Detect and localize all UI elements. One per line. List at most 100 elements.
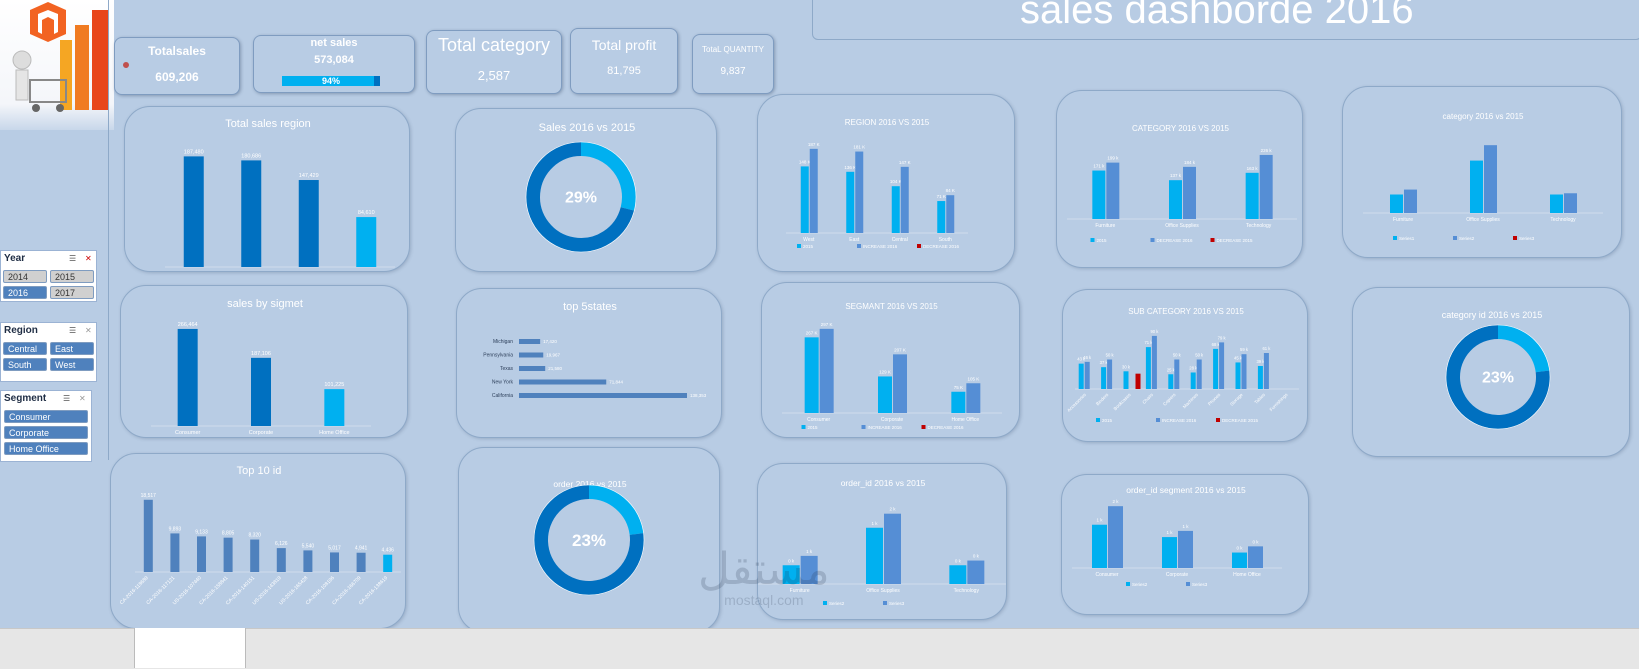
multi-select-icon[interactable]: ☰ xyxy=(69,326,77,335)
slicer-region-item[interactable]: West xyxy=(50,358,94,371)
bar xyxy=(1084,361,1090,389)
tick-label: West xyxy=(803,237,815,243)
bar xyxy=(1183,166,1196,219)
clear-filter-icon[interactable]: ✕ xyxy=(85,326,92,335)
chart-total-sales-region: Total sales region 187,480 180,686 147,429 8… xyxy=(124,106,410,272)
chart-title: SEGMANT 2016 VS 2015 xyxy=(845,302,938,311)
data-label: 71,844 xyxy=(609,380,623,385)
tick-label: Corporate xyxy=(249,430,273,436)
data-label: 21,580 xyxy=(548,366,562,371)
legend-label: DECREASE 2015 xyxy=(1217,238,1254,243)
chart-title: order_id 2016 vs 2015 xyxy=(841,478,926,488)
legend-label: DECREASE 2015 xyxy=(1222,418,1259,423)
tick-label: Storage xyxy=(1229,392,1244,407)
bar xyxy=(1470,160,1483,213)
multi-select-icon[interactable]: ☰ xyxy=(63,394,71,403)
slicer-region-title: Region xyxy=(4,325,38,336)
bar xyxy=(1257,365,1263,389)
data-label: 75 K xyxy=(954,385,963,390)
bar xyxy=(143,499,153,572)
bar xyxy=(884,513,901,584)
sheet-tab-active[interactable] xyxy=(134,628,246,668)
legend-swatch xyxy=(921,425,926,429)
tick-label: South xyxy=(939,237,952,243)
data-label: 0 k xyxy=(788,558,795,563)
legend-swatch xyxy=(1210,238,1215,242)
legend-swatch xyxy=(857,244,861,248)
tick-label: Furniture xyxy=(1095,223,1115,229)
chart-title: sales by sigmet xyxy=(227,298,303,310)
tick-label: Office Supplies xyxy=(1165,223,1199,229)
data-label: 46 k xyxy=(1083,355,1092,360)
bar xyxy=(1092,524,1107,568)
legend-swatch xyxy=(1216,418,1220,422)
clear-filter-icon[interactable]: ✕ xyxy=(79,394,86,403)
chart-title: top 5states xyxy=(563,301,617,313)
bar xyxy=(878,376,892,413)
tick-label: Corporate xyxy=(881,417,903,423)
chart-category-2016-vs-2015: CATEGORY 2016 VS 2015 171 k 199 k Furniture… xyxy=(1056,90,1303,268)
data-label: 104 K xyxy=(890,179,902,184)
data-label: 207 K xyxy=(894,347,906,352)
bar xyxy=(891,186,900,233)
data-label: 101,225 xyxy=(324,382,344,388)
legend-swatch xyxy=(861,425,866,429)
slicer-region-item[interactable]: East xyxy=(50,342,94,355)
slicer-region-item[interactable]: South xyxy=(3,358,47,371)
slicer-segment-item[interactable]: Home Office xyxy=(4,442,88,455)
slicer-year-item[interactable]: 2015 xyxy=(50,270,94,283)
slicer-region[interactable]: Region ☰ ✕ Central East South West xyxy=(0,322,97,382)
dashboard-title: sales dashborde 2016 xyxy=(1020,0,1414,32)
slicer-segment-item[interactable]: Consumer xyxy=(4,410,88,423)
clear-filter-icon[interactable]: ✕ xyxy=(85,254,92,263)
tick-label: Machines xyxy=(1182,392,1200,410)
donut-slice xyxy=(588,485,644,536)
data-label: 226 k xyxy=(1261,148,1273,153)
slicer-year-item[interactable]: 2016 xyxy=(3,286,47,299)
bar xyxy=(966,383,981,413)
chart-sales-by-segment: sales by sigmet 266,464 Consumer 187,106 Cor… xyxy=(120,285,408,438)
legend-label: INCREASE 2016 xyxy=(1162,418,1197,423)
data-label: 71 k xyxy=(1144,340,1153,345)
slicer-segment-item[interactable]: Corporate xyxy=(4,426,88,439)
tick-label: Technology xyxy=(954,588,980,594)
legend-swatch xyxy=(917,244,921,248)
bar xyxy=(356,217,377,267)
slicer-region-item[interactable]: Central xyxy=(3,342,47,355)
bar xyxy=(846,171,855,233)
data-label: 147,429 xyxy=(299,173,319,179)
data-label: 30 k xyxy=(1122,364,1131,369)
slicer-year[interactable]: Year ☰ ✕ 2014 2015 2016 2017 xyxy=(0,250,97,302)
multi-select-icon[interactable]: ☰ xyxy=(69,254,77,263)
watermark: مستقل mostaql.com xyxy=(698,548,830,609)
legend-swatch xyxy=(1096,418,1100,422)
slicer-segment-title: Segment xyxy=(4,393,47,404)
chart-title: Sales 2016 vs 2015 xyxy=(539,122,636,134)
tick-label: Accessories xyxy=(1066,392,1087,413)
tick-label: Technology xyxy=(1550,217,1576,223)
slicer-segment[interactable]: Segment ☰ ✕ Consumer Corporate Home Offi… xyxy=(0,390,92,462)
kpi-total-quantity-label: TotaL QUANTITY xyxy=(702,45,764,54)
chart-subcategory-2016-vs-2015: SUB CATEGORY 2016 VS 2015 43 k 46 k Accesso… xyxy=(1062,289,1308,442)
tick-label: Home Office xyxy=(319,430,349,436)
data-label: 39 k xyxy=(1256,359,1265,364)
legend-label: Series2 xyxy=(829,601,845,606)
data-label: 199 k xyxy=(1107,156,1119,161)
legend-label: Series2 xyxy=(1459,236,1475,241)
data-label: 184 k xyxy=(1184,160,1196,165)
data-label: 8,320 xyxy=(248,533,261,539)
bar xyxy=(804,337,819,413)
bar xyxy=(383,554,393,572)
slicer-year-item[interactable]: 2014 xyxy=(3,270,47,283)
bar xyxy=(1248,546,1263,568)
chart-category-2016-vs-2015-b: category 2016 vs 2015 Furniture Office Sup… xyxy=(1342,86,1622,258)
kpi-totalsales-value: 609,206 xyxy=(155,70,199,84)
data-label: 6,126 xyxy=(275,541,288,547)
slicer-year-item[interactable]: 2017 xyxy=(50,286,94,299)
legend-label: Series3 xyxy=(1519,236,1535,241)
kpi-net-sales-label: net sales xyxy=(310,37,358,49)
bar xyxy=(519,366,546,371)
shopping-cart-logo-icon xyxy=(12,2,108,112)
bar xyxy=(1245,172,1259,219)
data-label: 147 K xyxy=(899,160,911,165)
